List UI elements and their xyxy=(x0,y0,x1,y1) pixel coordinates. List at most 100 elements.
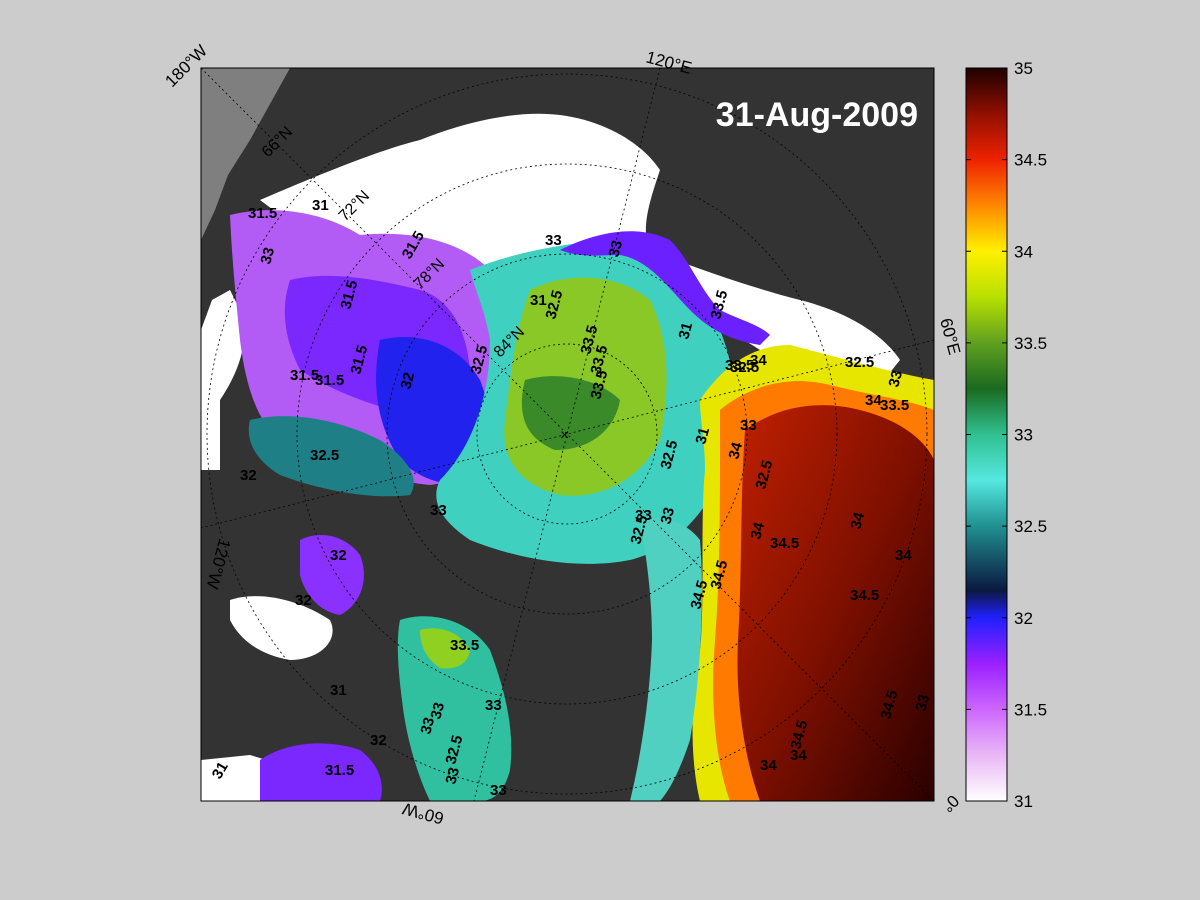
contour-label-eurasian-basin: 33.5 xyxy=(707,288,731,321)
contour-label-kara: 31 xyxy=(692,426,713,447)
contour-label-archipelago: 31.5 xyxy=(325,762,354,779)
contour-label-eurasian-basin: 32.5 xyxy=(845,354,874,371)
contour-label-canada-basin: 33 xyxy=(430,502,447,519)
map-frame xyxy=(200,67,935,802)
latitude-circle-66 xyxy=(206,73,928,795)
map-body xyxy=(201,68,934,801)
contour-label-eurasian-basin: 33.5 xyxy=(577,323,601,356)
longitude-label-60e: 60°E xyxy=(936,316,964,357)
sea-ice-west xyxy=(201,290,244,470)
contour-label-baffin: 32.5 xyxy=(442,733,466,766)
contour-label-barents: 34.5 xyxy=(687,578,711,611)
contour-label-barents: 34 xyxy=(895,547,912,564)
contour-label-archipelago: 33 xyxy=(485,697,502,714)
pole-marker: × xyxy=(560,427,569,444)
contour-label-archipelago: 31 xyxy=(209,759,232,782)
sea-ice-archipelago xyxy=(230,596,333,660)
contour-label-barents: 32.5 xyxy=(627,513,651,546)
contour-label-beaufort-north: 31 xyxy=(312,197,329,214)
contour-label-beaufort-west: 31.5 xyxy=(248,205,277,222)
outside-domain-region xyxy=(201,68,290,240)
contour-label-barents: 34 xyxy=(790,747,807,764)
contour-label-canada-basin: 32 xyxy=(397,371,418,392)
map-axes: 31.5 313331.531.531.531.531.53232.532.532… xyxy=(200,67,935,802)
colorbar-tick-label: 33.5 xyxy=(1014,334,1047,353)
contour-label-canada-basin: 32 xyxy=(240,467,257,484)
contour-label-makarov: 33 xyxy=(605,239,626,260)
contour-label-kara: 33.5 xyxy=(880,397,909,414)
baffin-channel xyxy=(397,616,512,801)
contour-label-canada-basin: 31.5 xyxy=(290,367,319,384)
colorbar-ticks: 35 34.5 34 33.5 33 32.5 32 31.5 31 xyxy=(966,59,1047,811)
contour-label-barents: 34.5 xyxy=(787,718,811,751)
colorbar: 35 34.5 34 33.5 33 32.5 32 31.5 31 xyxy=(965,59,1047,811)
contour-label-archipelago: 32 xyxy=(330,547,347,564)
colorbar-tick-label: 31 xyxy=(1014,792,1033,811)
contour-label-barents: 34.5 xyxy=(877,688,901,721)
contour-label-eurasian-basin: 33.5 xyxy=(587,343,611,376)
contour-label-kara: 32.5 xyxy=(657,438,681,471)
contour-label-archipelago: 32 xyxy=(370,732,387,749)
contour-label-archipelago: 31 xyxy=(330,682,347,699)
canada-basin-deep xyxy=(376,336,494,484)
contour-labels: 31.5 313331.531.531.531.531.53232.532.532… xyxy=(209,197,933,799)
contour-label-barents: 34.5 xyxy=(850,587,879,604)
contour-label-makarov: 33 xyxy=(545,232,562,249)
contour-label-barents: 34.5 xyxy=(707,558,731,591)
colorbar-tick-label: 34 xyxy=(1014,242,1033,261)
contour-label-kara: 33 xyxy=(657,506,678,527)
colorbar-tick-label: 35 xyxy=(1014,59,1033,78)
beaufort-teal xyxy=(248,416,414,497)
contour-label-baffin: 33 xyxy=(442,766,463,787)
contour-label-beaufort-coast: 33 xyxy=(257,246,278,267)
colorbar-tick-label: 32.5 xyxy=(1014,517,1047,536)
colorbar-tick-label: 31.5 xyxy=(1014,700,1047,719)
colorbar-tick-label: 32 xyxy=(1014,609,1033,628)
contour-label-barents: 34 xyxy=(750,352,767,369)
longitude-label-60w: 60°W xyxy=(401,799,446,828)
colorbar-fill xyxy=(966,68,1007,801)
southwest-purple xyxy=(260,743,382,801)
contour-label-barents: 33.5 xyxy=(725,357,754,374)
greenland xyxy=(495,545,690,800)
contour-label-kara: 32.5 xyxy=(752,458,776,491)
contour-label-barents: 34 xyxy=(760,757,777,774)
greenland-sea-strip xyxy=(630,518,702,801)
contour-label-laptev: 31 xyxy=(675,321,696,342)
colorbar-tick-label: 33 xyxy=(1014,426,1033,445)
contour-label-barents: 33 xyxy=(912,693,933,714)
date-label: 31-Aug-2009 xyxy=(716,96,918,134)
atlantic-water-red xyxy=(737,405,934,801)
contour-label-eurasian-basin: 33.5 xyxy=(587,368,611,401)
archipelago-purple xyxy=(300,535,364,615)
contour-label-canada-basin: 31.5 xyxy=(315,372,344,389)
latitude-circle-72 xyxy=(296,163,838,705)
contour-label-kara: 33 xyxy=(885,369,906,390)
meridian-60e-120w xyxy=(201,339,934,529)
contour-label-kara: 34 xyxy=(725,440,746,461)
contour-label-baffin: 33.5 xyxy=(450,637,479,654)
contour-label-baffin: 33 xyxy=(427,701,448,722)
contour-label-barents: 34.5 xyxy=(770,535,799,552)
laptev-fringe xyxy=(560,231,770,345)
contour-label-archipelago: 32 xyxy=(295,592,312,609)
contour-label-canada-basin: 31.5 xyxy=(347,343,371,376)
contour-label-barents: 33 xyxy=(635,507,652,524)
meridian-120e-60w xyxy=(473,68,661,801)
baffin-green xyxy=(420,628,470,669)
colorbar-tick-label: 34.5 xyxy=(1014,151,1047,170)
latitude-circle-78 xyxy=(386,253,748,615)
contour-label-kara: 33 xyxy=(740,417,757,434)
contour-label-kara: 32.5 xyxy=(730,359,759,376)
contour-label-canada-basin: 31 xyxy=(530,292,547,309)
latitude-circle-84 xyxy=(476,343,658,525)
contour-label-barents: 34 xyxy=(865,392,882,409)
longitude-label-0: 0° xyxy=(938,791,963,816)
contour-label-barents: 34 xyxy=(847,510,868,531)
contour-label-barents: 34 xyxy=(747,520,768,541)
eurasian-basin-darkgreen xyxy=(521,376,620,450)
contour-label-canada-basin: 31.5 xyxy=(337,278,361,311)
contour-label-baffin: 33 xyxy=(490,782,507,799)
contour-label-baffin: 33 xyxy=(417,716,438,737)
